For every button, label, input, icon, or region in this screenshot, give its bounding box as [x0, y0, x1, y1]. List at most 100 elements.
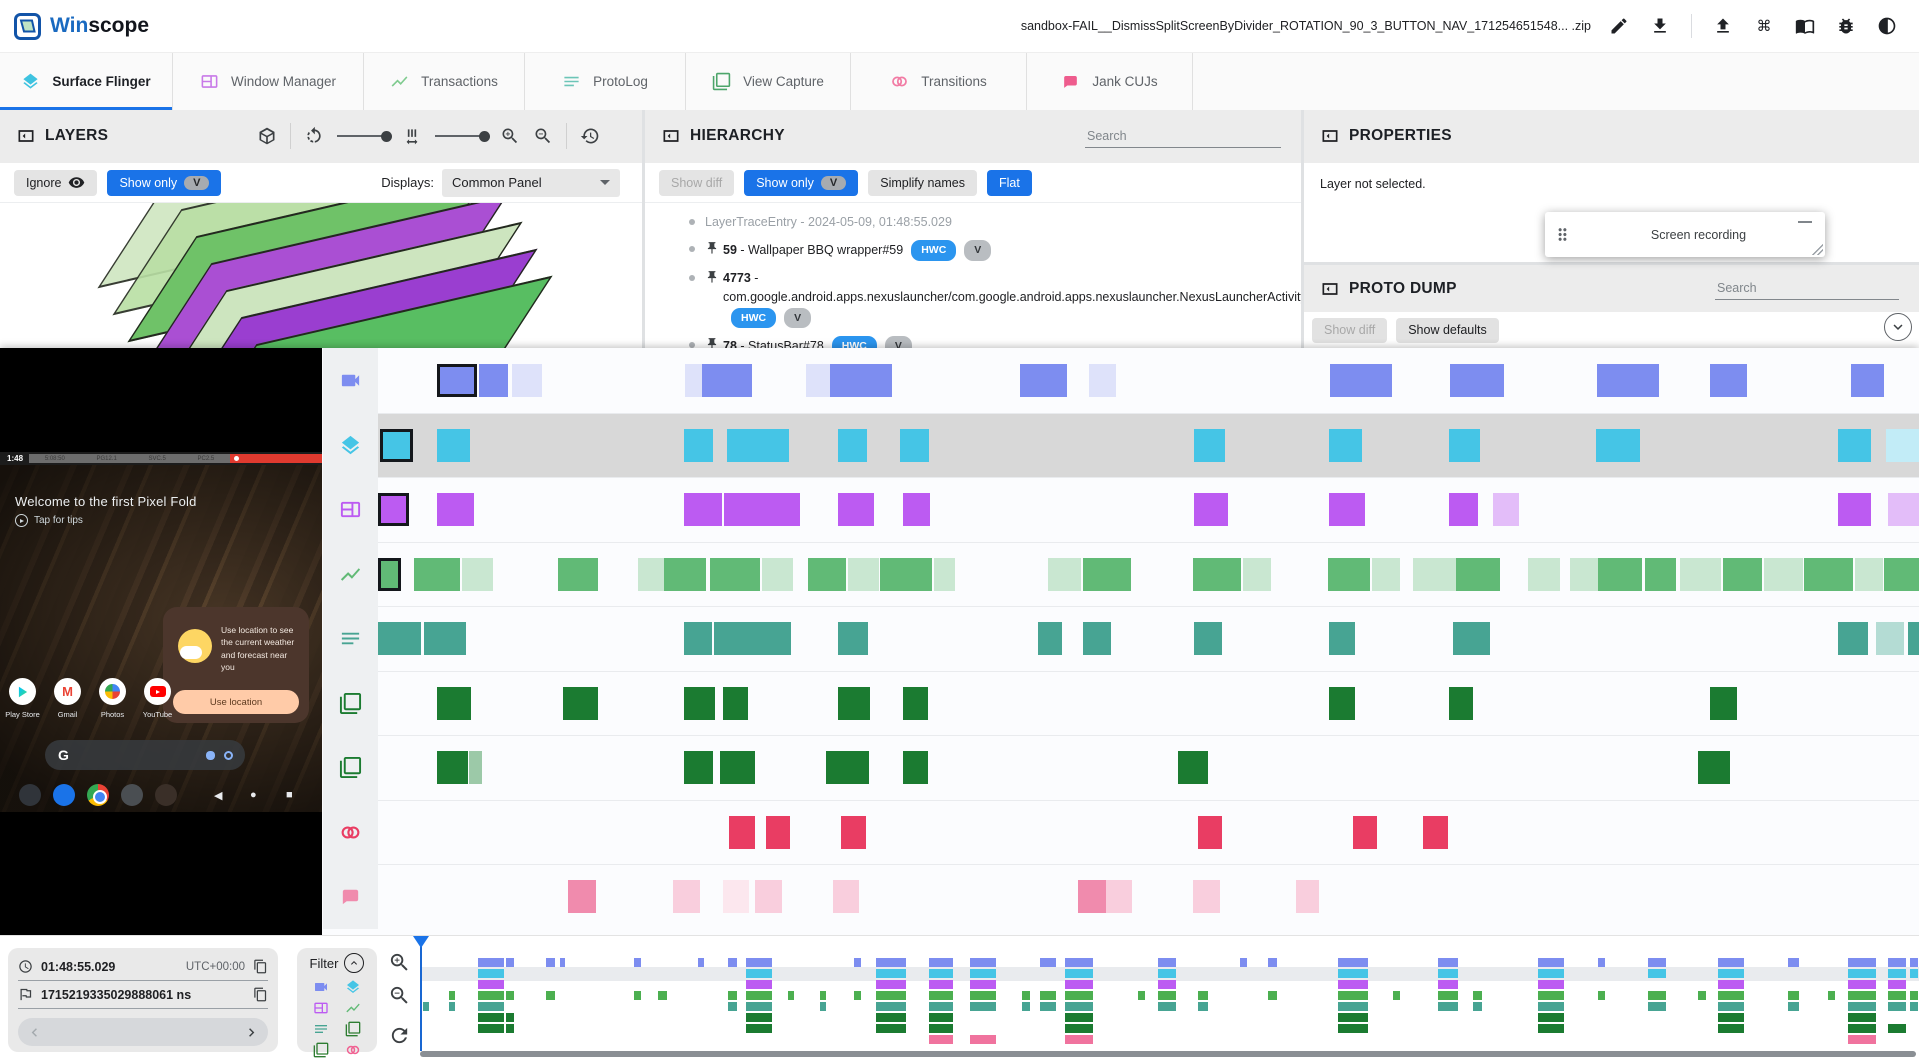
mini-timeline[interactable]: [420, 936, 1919, 1054]
displays-select[interactable]: Common Panel: [442, 168, 620, 197]
trace-entry-block[interactable]: [1194, 429, 1225, 462]
camera-app-icon[interactable]: [121, 784, 143, 806]
trace-entry-block[interactable]: [462, 558, 493, 591]
shortcuts-icon[interactable]: ⌘: [1754, 16, 1774, 36]
zoom-in-icon[interactable]: [388, 951, 411, 974]
tree-node[interactable]: 78 - StatusBar#78 HWC V: [689, 332, 1301, 348]
rotation-icon[interactable]: [304, 126, 324, 146]
bug-icon[interactable]: [1836, 16, 1856, 36]
copy-icon[interactable]: [253, 959, 268, 974]
trace-entry-block[interactable]: [638, 558, 664, 591]
trace-entry-block[interactable]: [841, 816, 866, 849]
trans-icon[interactable]: [339, 821, 362, 844]
phone-app-photos[interactable]: Photos: [91, 678, 135, 719]
use-location-button[interactable]: Use location: [173, 690, 299, 714]
trace-entry-block[interactable]: [1078, 880, 1106, 913]
trace-entry-block[interactable]: [1243, 558, 1271, 591]
trace-entry-block[interactable]: [469, 751, 482, 784]
trace-entry-block[interactable]: [437, 364, 477, 397]
trace-entry-block[interactable]: [1198, 816, 1222, 849]
trace-entry-block[interactable]: [568, 880, 596, 913]
timeline-cursor[interactable]: [413, 936, 429, 1051]
trace-entry-block[interactable]: [720, 751, 755, 784]
prev-frame-icon[interactable]: [26, 1024, 43, 1041]
trace-entry-block[interactable]: [1423, 816, 1448, 849]
trace-entry-block[interactable]: [1372, 558, 1400, 591]
trace-entry-block[interactable]: [1083, 622, 1111, 655]
trace-entry-block[interactable]: [934, 558, 955, 591]
layers-icon[interactable]: [339, 434, 362, 457]
flat-button[interactable]: Flat: [986, 169, 1032, 196]
trace-entry-block[interactable]: [1083, 558, 1131, 591]
trace-entry-block[interactable]: [1698, 751, 1730, 784]
trace-entry-block[interactable]: [684, 622, 712, 655]
trace-entry-block[interactable]: [1194, 622, 1222, 655]
trace-entry-block[interactable]: [563, 687, 598, 720]
hierarchy-show-only-v-button[interactable]: Show only V: [744, 169, 859, 196]
timeline-scrollbar[interactable]: [420, 1051, 1916, 1057]
tab-window-manager[interactable]: Window Manager: [173, 53, 364, 110]
trace-entry-block[interactable]: [1353, 816, 1377, 849]
media-app-icon[interactable]: [155, 784, 177, 806]
trace-entry-block[interactable]: [903, 687, 928, 720]
jank-icon[interactable]: [339, 885, 362, 908]
proto-show-diff-button[interactable]: Show diff: [1312, 317, 1388, 343]
trace-entry-block[interactable]: [762, 558, 793, 591]
trace-entry-block[interactable]: [806, 364, 830, 397]
trace-entry-block[interactable]: [848, 558, 879, 591]
resize-handle[interactable]: [1812, 244, 1823, 255]
trace-entry-block[interactable]: [1493, 493, 1519, 526]
tab-transitions[interactable]: Transitions: [851, 53, 1027, 110]
trace-entry-block[interactable]: [1194, 493, 1228, 526]
trace-entry-block[interactable]: [1838, 622, 1868, 655]
filter-collapse-button[interactable]: [344, 953, 365, 973]
screen-recording-preview[interactable]: 1:48 5:08:50 PG12.1 SVC.5 PC2.5 Welcome to …: [0, 348, 322, 935]
reset-camera-icon[interactable]: [580, 126, 600, 146]
notes-icon[interactable]: [339, 627, 362, 650]
trace-entry-block[interactable]: [684, 429, 713, 462]
trace-entry-block[interactable]: [378, 493, 409, 526]
phone-app-youtube[interactable]: YouTube: [136, 678, 180, 719]
trace-entry-block[interactable]: [1598, 558, 1642, 591]
videocam-icon[interactable]: [339, 369, 362, 392]
tab-surface-flinger[interactable]: Surface Flinger: [0, 53, 173, 110]
fnone-icon[interactable]: [339, 756, 362, 779]
trace-entry-block[interactable]: [1710, 687, 1737, 720]
trace-entry-block[interactable]: [1528, 558, 1560, 591]
spacing-icon[interactable]: [402, 126, 422, 146]
trace-entry-block[interactable]: [1329, 429, 1362, 462]
filter-layers-icon[interactable]: [345, 979, 361, 995]
trace-entry-block[interactable]: [685, 364, 702, 397]
trace-entry-block[interactable]: [900, 429, 929, 462]
trace-entry-block[interactable]: [766, 816, 790, 849]
trace-entry-block[interactable]: [1804, 558, 1853, 591]
trace-entry-block[interactable]: [1453, 622, 1490, 655]
layers-show-only-v-button[interactable]: Show only V: [107, 169, 222, 196]
spacing-slider[interactable]: [435, 130, 490, 142]
phone-app-play-store[interactable]: Play Store: [1, 678, 45, 719]
trace-entry-block[interactable]: [723, 687, 748, 720]
trace-entry-block[interactable]: [673, 880, 700, 913]
trace-entry-block[interactable]: [1329, 493, 1365, 526]
trace-entry-block[interactable]: [424, 622, 466, 655]
phone-app-gmail[interactable]: M Gmail: [46, 678, 90, 719]
trace-entry-block[interactable]: [1596, 429, 1640, 462]
trace-entry-block[interactable]: [1855, 558, 1883, 591]
trace-entry-block[interactable]: [1597, 364, 1659, 397]
next-frame-icon[interactable]: [243, 1024, 260, 1041]
drag-handle-icon[interactable]: [1553, 225, 1572, 244]
trace-entry-block[interactable]: [1450, 364, 1504, 397]
trace-entry-block[interactable]: [437, 687, 471, 720]
trace-entry-block[interactable]: [702, 364, 752, 397]
trace-entry-block[interactable]: [1645, 558, 1676, 591]
messages-app-icon[interactable]: [53, 784, 75, 806]
trace-entry-block[interactable]: [378, 558, 401, 591]
trace-entry-block[interactable]: [724, 493, 800, 526]
phone-search-bar[interactable]: G: [45, 740, 245, 770]
trace-entry-block[interactable]: [729, 816, 755, 849]
trace-entry-block[interactable]: [414, 558, 460, 591]
screen-recording-window[interactable]: Screen recording: [1545, 212, 1825, 257]
trace-entry-block[interactable]: [512, 364, 542, 397]
pin-icon[interactable]: [705, 337, 719, 348]
filter-fnone-icon[interactable]: [313, 1042, 329, 1058]
